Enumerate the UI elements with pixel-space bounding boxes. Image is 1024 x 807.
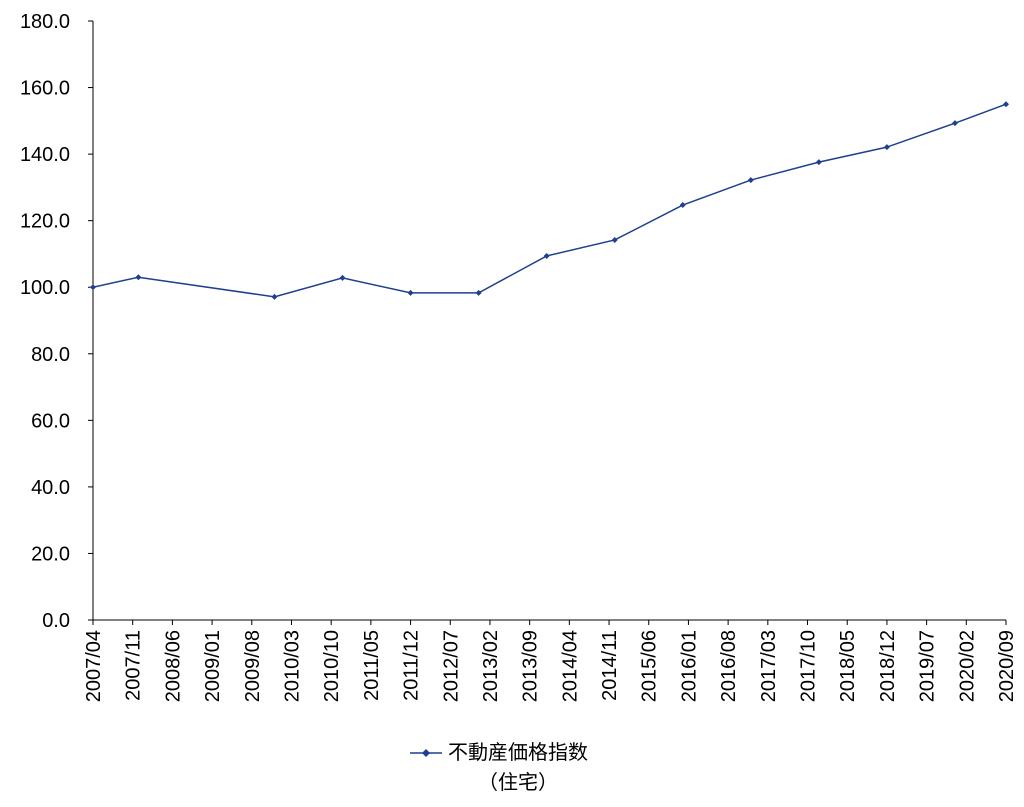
y-tick-label: 120.0 — [20, 211, 70, 233]
legend-swatch — [410, 749, 442, 757]
x-tick-label: 2020/09 — [996, 630, 1018, 702]
x-tick-label: 2018/12 — [877, 630, 899, 702]
x-tick-label: 2014/04 — [559, 630, 581, 702]
x-tick-label: 2018/05 — [837, 630, 859, 702]
x-tick-label: 2011/12 — [401, 630, 423, 701]
y-tick-label: 160.0 — [20, 78, 70, 100]
y-tick-label: 0.0 — [42, 610, 70, 632]
x-tick-label: 2008/06 — [162, 630, 184, 702]
x-tick-label: 2011/05 — [361, 630, 383, 701]
x-tick-label: 2013/09 — [520, 630, 542, 702]
data-point — [883, 144, 890, 151]
x-tick-label: 2017/10 — [798, 630, 820, 702]
x-tick-label: 2020/02 — [956, 630, 978, 702]
data-point — [747, 177, 754, 184]
data-point — [339, 274, 346, 281]
data-point — [815, 159, 822, 166]
series-line — [92, 103, 1007, 298]
data-point — [135, 274, 142, 281]
x-tick-label: 2010/03 — [281, 630, 303, 702]
legend-marker — [422, 749, 430, 757]
x-tick-label: 2017/03 — [758, 630, 780, 702]
x-tick-label: 2016/01 — [678, 630, 700, 702]
data-point — [951, 120, 958, 127]
x-tick-label: 2012/07 — [440, 630, 462, 702]
x-tick-label: 2019/07 — [917, 630, 939, 702]
y-tick-label: 20.0 — [31, 543, 70, 565]
legend-label: 不動産価格指数 （住宅） — [448, 742, 588, 794]
x-tick-label: 2009/01 — [202, 630, 224, 702]
y-tick-label: 100.0 — [20, 277, 70, 299]
data-point — [90, 284, 96, 291]
y-tick-label: 40.0 — [31, 477, 70, 499]
data-point — [1003, 101, 1009, 108]
data-point — [407, 289, 414, 296]
data-point — [475, 289, 482, 296]
x-tick-label: 2016/08 — [718, 630, 740, 702]
data-point — [543, 252, 550, 259]
x-tick-label: 2009/08 — [242, 630, 264, 702]
x-tick-label: 2013/02 — [480, 630, 502, 702]
data-point — [679, 202, 686, 209]
y-tick-label: 140.0 — [20, 144, 70, 166]
x-tick-label: 2007/11 — [123, 630, 145, 701]
y-tick-label: 180.0 — [20, 11, 70, 33]
data-point — [271, 293, 278, 300]
y-tick-label: 80.0 — [31, 344, 70, 366]
legend: 不動産価格指数 （住宅） — [410, 738, 588, 798]
y-tick-label: 60.0 — [31, 410, 70, 432]
data-point — [611, 236, 618, 243]
x-tick-label: 2015/06 — [639, 630, 661, 702]
x-tick-label: 2014/11 — [599, 630, 621, 701]
x-tick-label: 2010/10 — [321, 630, 343, 702]
x-tick-label: 2007/04 — [83, 630, 105, 702]
